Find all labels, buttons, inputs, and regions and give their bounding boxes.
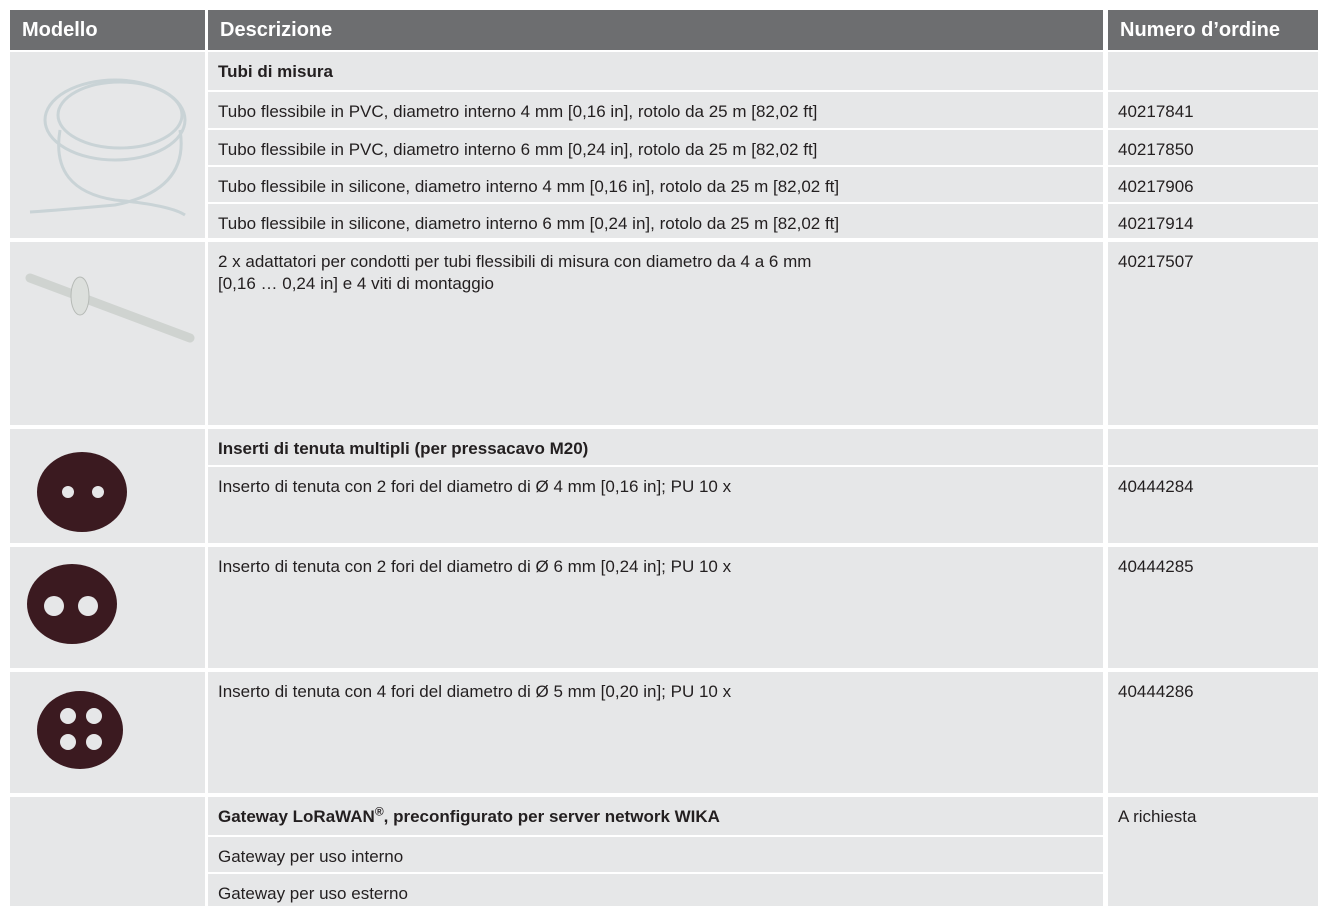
description-cell: Inserti di tenuta multipli (per pressaca… [208,429,1103,465]
order-cell: A richiesta [1108,797,1318,906]
text: 40217906 [1118,177,1194,196]
text: Gateway per uso interno [218,847,404,866]
order-cell: 40217841 [1108,92,1318,128]
model-cell [10,797,205,906]
grommet-4x5-image [37,691,123,769]
description-cell: Tubo flessibile in silicone, diametro in… [208,167,1103,202]
description-cell: Inserto di tenuta con 4 fori del diametr… [208,672,1103,793]
text: 40217507 [1118,252,1194,271]
grommet-2x4-image [37,452,127,532]
text: Tubo flessibile in PVC, diametro interno… [218,102,818,121]
text: 40217914 [1118,214,1194,233]
description-cell: Gateway per uso esterno [208,874,1103,906]
header-cell: Numero d’ordine [1108,10,1318,50]
text: , preconfigurato per server network WIKA [383,807,720,826]
text: 40444286 [1118,682,1194,701]
text: Inserti di tenuta multipli (per pressaca… [218,439,589,458]
text: 40217850 [1118,140,1194,159]
text: Modello [22,19,98,41]
tube-image [29,78,187,217]
text: Inserto di tenuta con 4 fori del diametr… [218,682,732,701]
order-cell: 40217507 [1108,242,1318,425]
header-cell: Modello [10,10,205,50]
description-cell: Tubo flessibile in PVC, diametro interno… [208,92,1103,128]
text: Gateway LoRaWAN [218,807,375,826]
text: ® [374,804,384,819]
description-cell: Inserto di tenuta con 2 fori del diametr… [208,467,1103,543]
text: A richiesta [1118,807,1197,826]
text: Inserto di tenuta con 2 fori del diametr… [218,477,732,496]
text: Tubo flessibile in PVC, diametro interno… [218,140,818,159]
order-cell: 40444284 [1108,467,1318,543]
description-cell: Tubo flessibile in PVC, diametro interno… [208,130,1103,165]
adapter-image [25,273,195,343]
order-cell [1108,52,1318,90]
text: Tubo flessibile in silicone, diametro in… [218,214,840,233]
text: Inserto di tenuta con 2 fori del diametr… [218,557,732,576]
text: [0,16 … 0,24 in] e 4 viti di montaggio [218,274,494,293]
description-cell: Gateway LoRaWAN®, preconfigurato per ser… [208,797,1103,835]
description-cell: Tubi di misura [208,52,1103,90]
text: Descrizione [220,19,333,41]
text: Tubi di misura [218,62,333,81]
description-cell: Tubo flessibile in silicone, diametro in… [208,204,1103,238]
grommet-2x6-image [27,564,117,644]
text: 40444285 [1118,557,1194,576]
description-cell: Gateway per uso interno [208,837,1103,872]
text: Tubo flessibile in silicone, diametro in… [218,177,840,196]
text: 40217841 [1118,102,1194,121]
order-cell [1108,429,1318,465]
header-cell: Descrizione [208,10,1103,50]
text: Gateway per uso esterno [218,884,408,903]
text: Numero d’ordine [1120,19,1281,41]
text: 2 x adattatori per condotti per tubi fle… [218,252,812,271]
order-cell: 40444285 [1108,547,1318,668]
order-cell: 40217906 [1108,167,1318,202]
order-cell: 40217914 [1108,204,1318,238]
order-cell: 40444286 [1108,672,1318,793]
text: 40444284 [1118,477,1194,496]
description-cell: 2 x adattatori per condotti per tubi fle… [208,242,1103,425]
description-cell: Inserto di tenuta con 2 fori del diametr… [208,547,1103,668]
order-cell: 40217850 [1108,130,1318,165]
